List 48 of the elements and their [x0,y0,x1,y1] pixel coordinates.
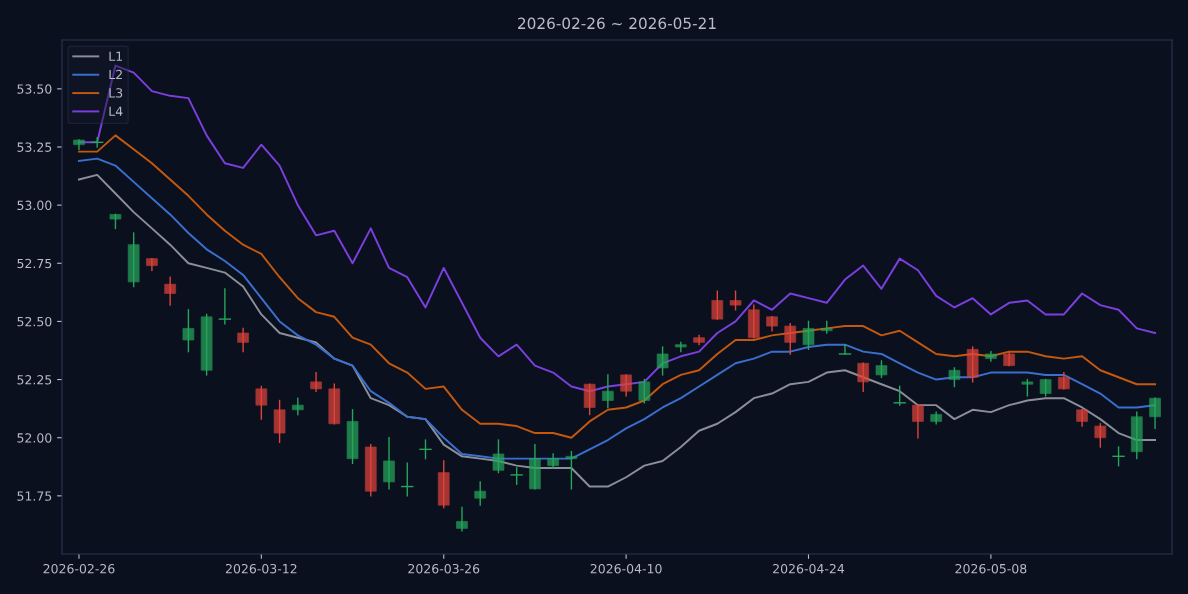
x-tick-label: 2026-05-08 [955,563,1027,574]
candlestick [182,309,195,353]
candlestick [565,450,578,490]
candlestick [948,367,961,388]
candlestick [729,290,742,311]
candlestick [784,323,797,355]
candlestick [255,385,268,420]
y-tick-label: 52.25 [17,375,52,385]
candlestick [492,439,505,474]
x-tick-label: 2026-04-10 [590,563,662,574]
y-tick-label: 51.75 [17,491,52,501]
y-tick-label: 52.50 [17,316,52,327]
y-tick-label: 53.00 [17,200,52,211]
candlestick [620,374,632,397]
candlestick [292,397,304,416]
legend-label: L1 [109,51,123,61]
candlestick [583,383,596,416]
candlestick [638,378,651,404]
candlestick [838,343,852,355]
candlestick [857,362,870,392]
candlestick [893,385,906,406]
candlestick [1149,397,1161,430]
candlestick [474,481,487,506]
candlestick [675,341,687,353]
y-tick-label: 52.75 [17,258,52,269]
candlestick [273,399,286,444]
candlestick [802,320,815,351]
x-tick-label: 2026-04-24 [773,563,845,574]
candlestick [656,346,669,376]
legend-label: L4 [109,106,123,116]
candlestick [711,290,724,320]
x-tick-label: 2026-03-12 [225,563,297,574]
y-tick-label: 53.25 [17,142,52,152]
candlestick [383,437,395,490]
y-tick-label: 52.00 [17,433,52,443]
candlestick [456,506,468,532]
x-tick-label: 2026-03-26 [408,563,480,574]
candlestick [310,371,322,392]
legend-label: L3 [109,88,123,98]
x-tick-label: 2026-02-26 [43,563,115,574]
candlestick [237,327,249,353]
candlestick [218,288,232,325]
candlestick [912,404,924,439]
y-tick-label: 53.50 [17,84,52,94]
candlestick [164,276,176,306]
chart-title: 2026-02-26 ~ 2026-05-21 [518,17,716,30]
candlestick [602,374,614,409]
candlestick [1094,423,1107,448]
